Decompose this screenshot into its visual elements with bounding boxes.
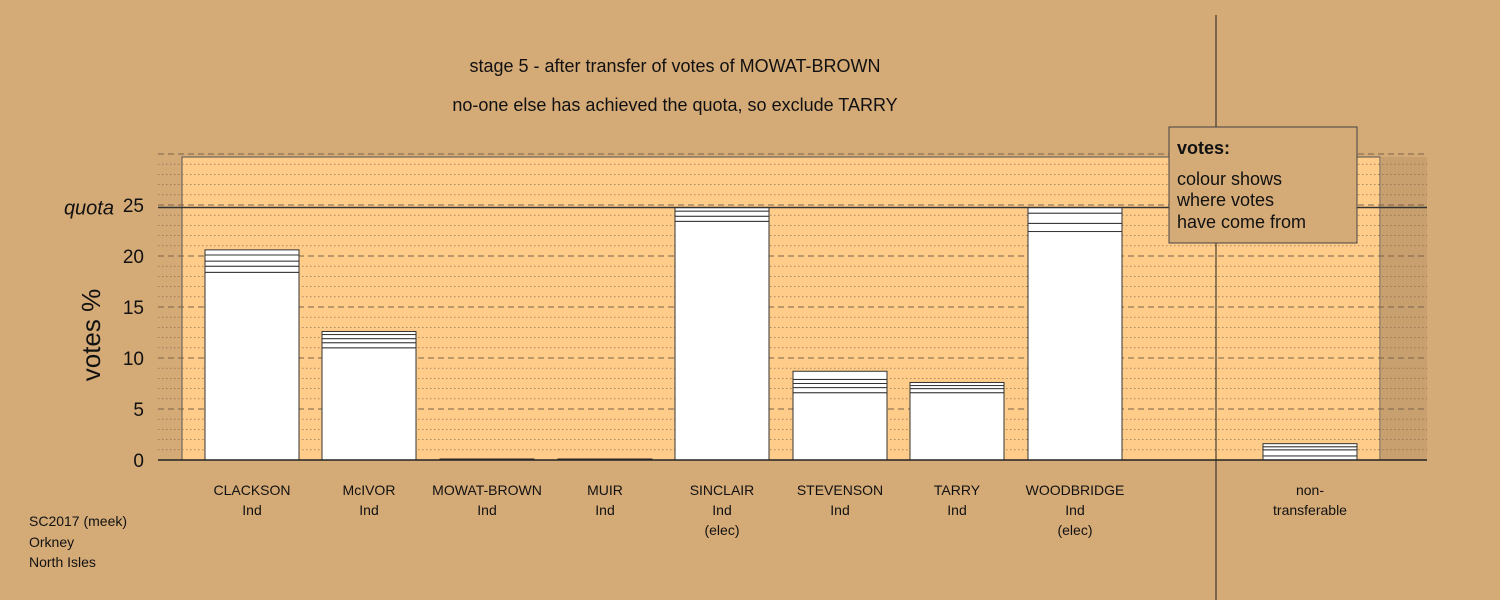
x-label-woodbridge-0: WOODBRIDGE xyxy=(1026,482,1125,498)
legend-heading: votes: xyxy=(1177,138,1230,158)
footer-line-3: North Isles xyxy=(29,554,96,570)
bar-segment xyxy=(204,254,300,262)
x-label-clackson-1: Ind xyxy=(242,502,261,518)
y-tick-label: 20 xyxy=(123,247,144,268)
bar-segment xyxy=(1027,207,1123,214)
x-label-mowat-brown-0: MOWAT-BROWN xyxy=(432,482,542,498)
x-label-sinclair-2: (elec) xyxy=(704,522,739,538)
bar-segment xyxy=(909,388,1005,394)
x-label-sinclair-0: SINCLAIR xyxy=(690,482,755,498)
chart-title: stage 5 - after transfer of votes of MOW… xyxy=(469,56,880,76)
x-label-woodbridge-1: Ind xyxy=(1065,502,1084,518)
x-label-stevenson-0: STEVENSON xyxy=(797,482,883,498)
quota-label: quota xyxy=(64,198,114,220)
bar-segment xyxy=(909,381,1005,387)
x-label-tarry-0: TARRY xyxy=(934,482,981,498)
y-tick-label: 0 xyxy=(133,451,144,472)
x-label-non-transferable-1: transferable xyxy=(1273,502,1347,518)
bar-sinclair xyxy=(674,207,770,461)
bar-segment xyxy=(1262,443,1358,448)
bar-segment xyxy=(792,378,888,385)
x-label-mcivor-0: McIVOR xyxy=(343,482,396,498)
bar-segment xyxy=(1027,212,1123,224)
bar-segment xyxy=(1262,449,1358,457)
legend: votes: colour shows where votes have com… xyxy=(1168,126,1358,244)
bar-segment xyxy=(204,271,300,461)
bar-segment xyxy=(321,342,417,349)
bar-segment xyxy=(204,265,300,273)
bar-segment xyxy=(321,338,417,344)
bar-stevenson xyxy=(792,370,888,461)
bar-woodbridge xyxy=(1027,207,1123,461)
x-label-muir-0: MUIR xyxy=(587,482,623,498)
x-axis-labels: CLACKSON Ind McIVOR Ind MOWAT-BROWN Ind MUIR In… xyxy=(213,482,1347,538)
legend-box xyxy=(1168,126,1358,244)
x-label-non-transferable-0: non- xyxy=(1296,482,1324,498)
bar-segment xyxy=(909,392,1005,461)
bar-segment xyxy=(792,383,888,389)
bar-segment xyxy=(792,392,888,461)
y-tick-label: 25 xyxy=(123,196,144,217)
bar-segment xyxy=(1027,222,1123,233)
bar-segment xyxy=(204,249,300,256)
right-shade xyxy=(1380,157,1427,460)
bar-segment xyxy=(674,210,770,217)
y-axis-title: votes % xyxy=(76,289,106,382)
bar-mcivor xyxy=(321,330,417,461)
bar-tarry xyxy=(909,381,1005,461)
x-label-mowat-brown-1: Ind xyxy=(477,502,496,518)
bar-segment xyxy=(204,260,300,267)
bar-segment xyxy=(321,334,417,340)
y-tick-label: 5 xyxy=(133,400,144,421)
bars xyxy=(204,207,1358,461)
bar-non-transferable xyxy=(1262,443,1358,461)
bar-segment xyxy=(792,387,888,394)
y-tick-label: 15 xyxy=(123,298,144,319)
bar-segment xyxy=(674,215,770,222)
x-label-mcivor-1: Ind xyxy=(359,502,378,518)
x-label-muir-1: Ind xyxy=(595,502,614,518)
bar-clackson xyxy=(204,249,300,461)
bar-segment xyxy=(674,220,770,461)
footer-line-1: SC2017 (meek) xyxy=(29,513,127,529)
legend-line-3: have come from xyxy=(1177,212,1306,232)
y-axis: 0 5 10 15 20 25 xyxy=(123,196,144,472)
bar-segment xyxy=(321,330,417,336)
legend-line-1: colour shows xyxy=(1177,169,1282,189)
footer: SC2017 (meek) Orkney North Isles xyxy=(29,513,127,570)
x-label-stevenson-1: Ind xyxy=(830,502,849,518)
legend-line-2: where votes xyxy=(1176,190,1274,210)
bar-segment xyxy=(321,347,417,461)
x-label-sinclair-1: Ind xyxy=(712,502,731,518)
footer-line-2: Orkney xyxy=(29,534,74,550)
x-label-tarry-1: Ind xyxy=(947,502,966,518)
x-label-clackson-0: CLACKSON xyxy=(213,482,290,498)
bar-segment xyxy=(792,370,888,380)
y-tick-label: 10 xyxy=(123,349,144,370)
bar-segment xyxy=(1027,231,1123,461)
chart-subtitle: no-one else has achieved the quota, so e… xyxy=(452,95,897,115)
x-label-woodbridge-2: (elec) xyxy=(1057,522,1092,538)
